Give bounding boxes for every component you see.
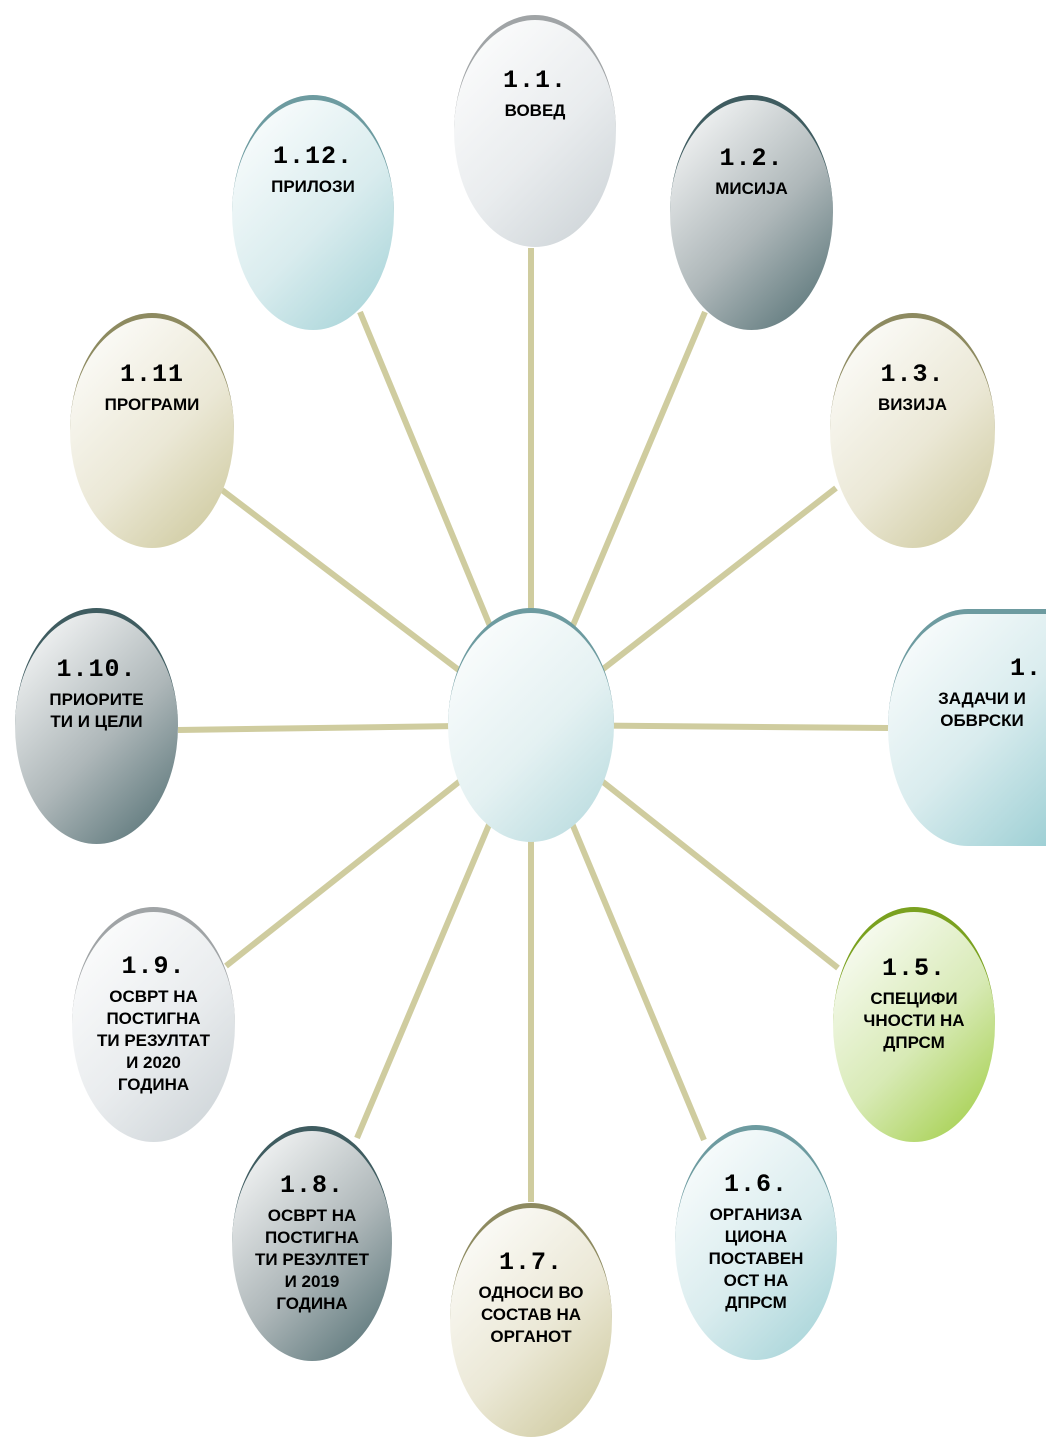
node-1-10: 1.10. ПРИОРИТЕ ТИ И ЦЕЛИ — [15, 608, 178, 844]
node-label: ОРГАНИЗА ЦИОНА ПОСТАВЕН ОСТ НА ДПРСМ — [708, 1205, 804, 1312]
node-1-8: 1.8. ОСВРТ НА ПОСТИГНА ТИ РЕЗУЛТЕТ И 201… — [232, 1126, 392, 1361]
node-number: 1.3. — [880, 360, 945, 389]
node-1-2: 1.2. МИСИЈА — [670, 95, 833, 330]
node-number: 1.12. — [272, 142, 353, 171]
node-label: ПРОГРАМИ — [104, 395, 200, 414]
node-label: МИСИЈА — [715, 179, 788, 198]
node-label: ОСВРТ НА ПОСТИГНА ТИ РЕЗУЛТАТ И 2020 ГОД… — [97, 987, 210, 1094]
node-label: ОДНОСИ ВО СОСТАВ НА ОРГАНОТ — [478, 1283, 584, 1346]
node-label: ПРИЛОЗИ — [271, 177, 355, 196]
node-label: ОСВРТ НА ПОСТИГНА ТИ РЕЗУЛТЕТ И 2019 ГОД… — [255, 1206, 369, 1313]
node-number: 1.7. — [498, 1248, 563, 1277]
node-1-1: 1.1. ВОВЕД — [454, 15, 616, 247]
center-hub — [448, 608, 614, 842]
node-1-11: 1.11 ПРОГРАМИ — [70, 313, 234, 548]
node-number: 1.2. — [719, 144, 784, 173]
node-1-12: 1.12. ПРИЛОЗИ — [232, 95, 394, 330]
node-number: 1.9. — [121, 952, 186, 981]
node-number: 1.5. — [881, 954, 946, 983]
node-label: ВИЗИЈА — [877, 395, 948, 414]
node-number: 1.11 — [119, 360, 184, 389]
node-number: 1.1. — [502, 66, 567, 95]
node-number: 1. — [1009, 654, 1042, 683]
node-1-3: 1.3. ВИЗИЈА — [830, 313, 995, 548]
node-1-7: 1.7. ОДНОСИ ВО СОСТАВ НА ОРГАНОТ — [450, 1203, 612, 1437]
node-number: 1.8. — [279, 1171, 344, 1200]
node-1-6: 1.6. ОРГАНИЗА ЦИОНА ПОСТАВЕН ОСТ НА ДПРС… — [675, 1125, 837, 1360]
node-label: СПЕЦИФИ ЧНОСТИ НА ДПРСМ — [863, 989, 965, 1052]
node-number: 1.10. — [56, 655, 137, 684]
node-label: ЗАДАЧИ И ОБВРСКИ — [938, 689, 1026, 730]
node-1-9: 1.9. ОСВРТ НА ПОСТИГНА ТИ РЕЗУЛТАТ И 202… — [72, 907, 235, 1142]
node-label: ПРИОРИТЕ ТИ И ЦЕЛИ — [49, 690, 144, 731]
node-label: ВОВЕД — [504, 101, 566, 120]
node-1-4: 1. ЗАДАЧИ И ОБВРСКИ — [888, 609, 1046, 846]
node-number: 1.6. — [723, 1170, 788, 1199]
node-1-5: 1.5. СПЕЦИФИ ЧНОСТИ НА ДПРСМ — [833, 907, 995, 1142]
